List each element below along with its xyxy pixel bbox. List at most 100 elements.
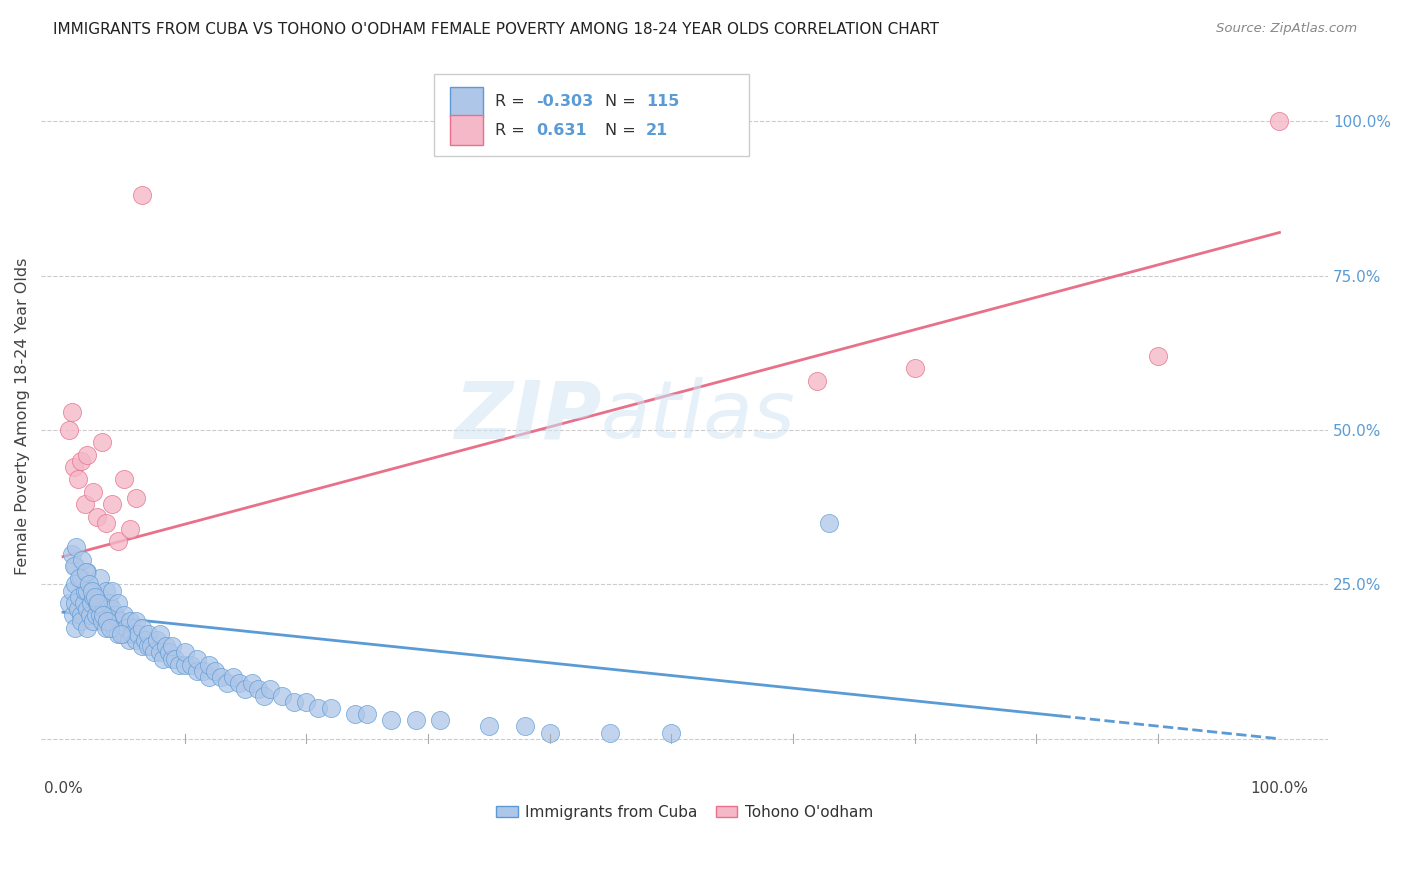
Point [118, 615, 141, 629]
Point [806, 374, 828, 388]
Point [63, 577, 86, 591]
Point [107, 596, 129, 610]
Point [58, 596, 80, 610]
Y-axis label: Female Poverty Among 18-24 Year Olds: Female Poverty Among 18-24 Year Olds [15, 258, 30, 574]
Point [58, 423, 80, 437]
Point [73, 596, 96, 610]
Point [131, 188, 153, 202]
Point [145, 632, 167, 647]
Point [157, 645, 180, 659]
Point [283, 695, 305, 709]
Point [100, 602, 122, 616]
Point [76, 602, 98, 616]
Text: 21: 21 [645, 123, 668, 137]
Point [125, 615, 148, 629]
Point [100, 615, 122, 629]
Point [86, 596, 108, 610]
Text: N =: N = [605, 95, 641, 109]
Point [136, 639, 159, 653]
Point [173, 645, 195, 659]
Point [115, 621, 138, 635]
Text: R =: R = [495, 123, 530, 137]
Point [76, 621, 98, 635]
Point [180, 657, 202, 672]
Text: 0.631: 0.631 [537, 123, 588, 137]
Point [515, 719, 537, 733]
Point [186, 651, 208, 665]
Point [217, 676, 239, 690]
Point [478, 719, 501, 733]
Point [131, 639, 153, 653]
Point [63, 596, 86, 610]
Point [173, 657, 195, 672]
Point [62, 608, 84, 623]
FancyBboxPatch shape [450, 87, 482, 117]
Legend: Immigrants from Cuba, Tohono O'odham: Immigrants from Cuba, Tohono O'odham [491, 798, 879, 826]
Point [1146, 349, 1168, 363]
Point [90, 435, 112, 450]
Point [121, 627, 143, 641]
Point [91, 608, 114, 623]
Point [97, 608, 120, 623]
Point [110, 627, 132, 641]
Point [65, 541, 87, 555]
Point [94, 583, 117, 598]
Point [186, 664, 208, 678]
Point [903, 361, 925, 376]
Point [818, 516, 841, 530]
Point [87, 596, 110, 610]
Point [83, 590, 105, 604]
Point [72, 552, 94, 566]
Point [63, 558, 86, 573]
Point [73, 583, 96, 598]
Point [82, 615, 104, 629]
Text: -0.303: -0.303 [537, 95, 593, 109]
Text: atlas: atlas [600, 377, 796, 455]
Point [136, 627, 159, 641]
Point [70, 608, 93, 623]
Point [82, 590, 104, 604]
FancyBboxPatch shape [450, 115, 482, 145]
Point [112, 608, 135, 623]
Point [77, 577, 100, 591]
Point [86, 509, 108, 524]
Point [134, 632, 156, 647]
Point [118, 632, 141, 647]
Point [149, 627, 172, 641]
Point [198, 657, 221, 672]
Point [240, 676, 263, 690]
Point [76, 583, 98, 598]
Point [118, 522, 141, 536]
FancyBboxPatch shape [433, 74, 749, 156]
Point [319, 701, 342, 715]
Point [380, 713, 402, 727]
Point [75, 565, 97, 579]
Point [228, 676, 250, 690]
Point [100, 621, 122, 635]
Point [125, 491, 148, 505]
Text: N =: N = [605, 123, 641, 137]
Point [70, 615, 93, 629]
Point [60, 404, 83, 418]
Point [405, 713, 427, 727]
Point [107, 627, 129, 641]
Point [259, 682, 281, 697]
Point [143, 645, 166, 659]
Point [271, 689, 294, 703]
Point [63, 558, 86, 573]
Point [66, 602, 89, 616]
Point [343, 707, 366, 722]
Point [103, 621, 125, 635]
Text: IMMIGRANTS FROM CUBA VS TOHONO O'ODHAM FEMALE POVERTY AMONG 18-24 YEAR OLDS CORR: IMMIGRANTS FROM CUBA VS TOHONO O'ODHAM F… [53, 22, 939, 37]
Text: 100.0%: 100.0% [1250, 780, 1309, 796]
Point [76, 448, 98, 462]
Point [60, 583, 83, 598]
Point [94, 516, 117, 530]
Point [246, 682, 269, 697]
Point [538, 725, 561, 739]
Point [209, 670, 232, 684]
Text: Source: ZipAtlas.com: Source: ZipAtlas.com [1216, 22, 1357, 36]
Point [82, 583, 104, 598]
Point [60, 547, 83, 561]
Point [191, 664, 214, 678]
